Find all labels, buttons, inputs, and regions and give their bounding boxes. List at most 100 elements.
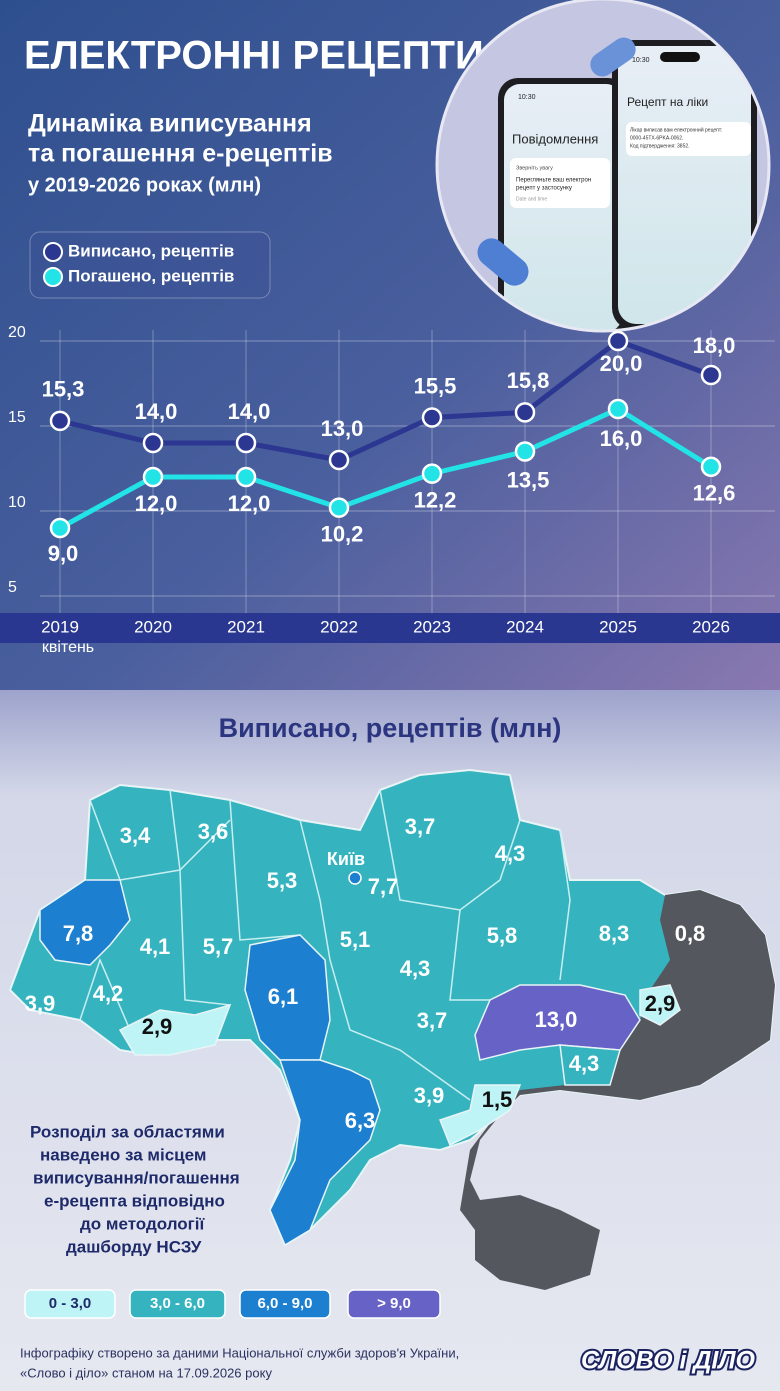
map: Київ 3,4 3,6 5,3 7,7 3,7 4,3 7,8 4,1 5,7 6,1 5,1 4,… [8,768,777,1290]
region-value: 4,2 [93,981,124,1006]
region-value: 3,7 [417,1008,448,1033]
legend-box [29,231,271,299]
data-label: 12,2 [414,487,457,512]
data-label: 20,0 [600,351,643,376]
region-value: 1,5 [482,1087,513,1112]
region-value: 5,8 [487,923,518,948]
region-value: 4,1 [140,934,171,959]
data-label: 16,0 [600,426,643,451]
region-value: 13,0 [535,1007,578,1032]
data-label: 13,5 [507,467,550,492]
x-tick-label: 2026 [692,617,730,636]
note-line: наведено за місцем [40,1145,206,1164]
data-label: 9,0 [48,541,79,566]
data-point [142,466,164,488]
region [559,1044,621,1086]
region-value: 4,3 [400,956,431,981]
subtitle: Динаміка виписування [28,110,312,138]
region-value: 5,7 [203,934,234,959]
region-value: 4,3 [495,841,526,866]
y-tick-label: 5 [8,579,17,596]
data-point [328,449,350,471]
phone-text: Код підтвердження: 3852. [630,143,690,149]
phone-text: 0000-45TX-6PKA-0062. [630,135,683,141]
legend-label: > 9,0 [377,1295,411,1312]
region-value: 6,3 [345,1108,376,1133]
y-tick-label: 10 [8,494,26,511]
source: «Слово і діло» станом на 17.09.2026 року [20,1365,272,1380]
legend-swatch [347,1289,441,1319]
phone-heading: Рецепт на ліки [627,95,708,109]
data-label: 12,6 [693,481,736,506]
data-point [421,407,443,428]
data-point [607,330,629,352]
data-point [607,398,629,420]
data-point [235,432,257,454]
series-line [58,406,713,531]
legend-swatch [129,1289,226,1319]
phone-heading: Повідомлення [512,131,598,146]
data-point [49,410,71,432]
y-tick-label: 15 [8,409,26,426]
region-value: 3,6 [198,819,229,844]
data-point [235,466,257,488]
x-tick-label: 2024 [506,617,544,636]
legend-label: Виписано, рецептів [68,241,234,260]
legend-swatch [24,1289,116,1319]
phone-card-text: рецепт у застосунку [516,186,572,192]
legend-swatch [239,1289,331,1319]
y-tick-label: 20 [8,324,26,341]
phone-time: 10:30 [518,94,536,101]
data-point [49,517,71,539]
note-line: е-рецепта відповідно [44,1191,225,1210]
phone-card-text: Перегляньте ваш електрон [516,178,591,184]
region-value: 7,8 [63,921,94,946]
data-point [514,441,536,462]
x-tick-note: квітень [42,639,94,656]
x-tick-label: 2025 [599,617,637,636]
legend-marker [43,242,63,262]
region-value: 7,7 [368,874,399,899]
data-label: 12,0 [228,491,271,516]
data-label: 15,8 [507,368,550,393]
data-point [421,463,443,484]
phone-illustration: 10:30 Повідомлення Зверніть увагу Перегл… [437,0,769,331]
x-tick-label: 2023 [413,617,451,636]
note-line: Розподіл за областями [30,1122,225,1141]
x-tick-label: 2022 [320,617,358,636]
note-line: дашборду НСЗУ [66,1237,202,1256]
phone-time: 10:30 [632,57,650,64]
x-axis-band [0,613,780,643]
data-point [142,432,164,454]
region-value: 3,4 [120,823,151,848]
occupied-area [460,890,775,1290]
phone-card-date: Date and time [516,196,547,202]
data-label: 14,0 [135,399,178,424]
period: у 2019-2026 роках (млн) [28,174,261,196]
region-value: 2,9 [142,1014,173,1039]
map-note: Розподіл за областями наведено за місцем… [30,1122,240,1256]
note-line: виписування/погашення [33,1168,240,1187]
x-tick-label: 2020 [134,617,172,636]
region-value: 3,9 [414,1083,445,1108]
region-value: 5,3 [267,868,298,893]
series-line [59,338,712,463]
region [639,984,681,1026]
line-chart: 5 10 15 20 2019 2020 2021 2022 2023 2024 2025 2026 к… [0,324,780,656]
subtitle: та погашення е-рецептів [28,140,333,168]
note-line: до методології [80,1214,205,1233]
data-label: 13,0 [321,416,364,441]
data-point [328,497,350,518]
region-value: 3,9 [25,991,56,1016]
legend-label: Погашено, рецептів [68,266,234,285]
region [39,879,131,966]
legend-label: 3,0 - 6,0 [150,1295,205,1312]
map-title: Виписано, рецептів (млн) [219,713,562,743]
region-value: 8,3 [599,921,630,946]
region-value: 6,1 [268,984,299,1009]
logo: СЛОВО і ДІЛО [581,1347,756,1375]
legend-label: 0 - 3,0 [49,1295,92,1312]
data-label: 15,3 [42,377,85,402]
region-value: 4,3 [569,1051,600,1076]
